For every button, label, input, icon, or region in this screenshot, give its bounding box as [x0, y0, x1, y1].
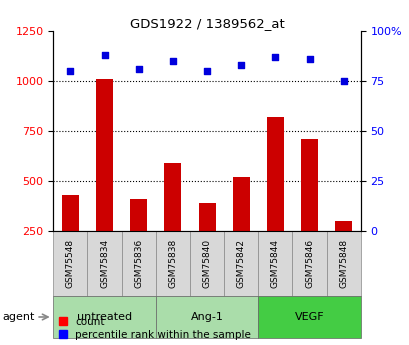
Bar — [155, 231, 189, 296]
Text: GSM75846: GSM75846 — [304, 239, 313, 288]
Point — [272, 54, 278, 60]
Point — [237, 62, 244, 68]
Bar — [258, 296, 360, 338]
Bar — [155, 296, 258, 338]
Bar — [53, 296, 155, 338]
Text: GSM75838: GSM75838 — [168, 239, 177, 288]
Bar — [96, 79, 113, 231]
Text: Ang-1: Ang-1 — [190, 312, 223, 322]
Bar — [53, 231, 87, 296]
Bar — [258, 231, 292, 296]
Bar — [224, 231, 258, 296]
Text: GSM75844: GSM75844 — [270, 239, 279, 288]
Bar — [189, 231, 224, 296]
Bar — [292, 231, 326, 296]
Point — [135, 66, 142, 72]
Point — [339, 78, 346, 84]
Bar — [121, 231, 155, 296]
Title: GDS1922 / 1389562_at: GDS1922 / 1389562_at — [129, 17, 284, 30]
Point — [203, 68, 210, 74]
Bar — [198, 203, 215, 231]
Bar — [266, 117, 283, 231]
Text: GSM75842: GSM75842 — [236, 239, 245, 288]
Point — [67, 68, 74, 74]
Point — [306, 56, 312, 62]
Bar — [87, 231, 121, 296]
Bar — [326, 231, 360, 296]
Bar — [130, 199, 147, 231]
Point — [101, 52, 108, 58]
Bar — [232, 177, 249, 231]
Text: VEGF: VEGF — [294, 312, 324, 322]
Text: agent: agent — [2, 312, 34, 322]
Point — [169, 58, 176, 64]
Text: GSM75834: GSM75834 — [100, 239, 109, 288]
Text: untreated: untreated — [77, 312, 132, 322]
Text: GSM75840: GSM75840 — [202, 239, 211, 288]
Text: GSM75548: GSM75548 — [66, 239, 75, 288]
Text: GSM75836: GSM75836 — [134, 239, 143, 288]
Bar — [300, 139, 317, 231]
Bar — [62, 195, 79, 231]
Legend: count, percentile rank within the sample: count, percentile rank within the sample — [58, 317, 250, 340]
Bar — [164, 163, 181, 231]
Bar — [334, 221, 351, 231]
Text: GSM75848: GSM75848 — [338, 239, 347, 288]
